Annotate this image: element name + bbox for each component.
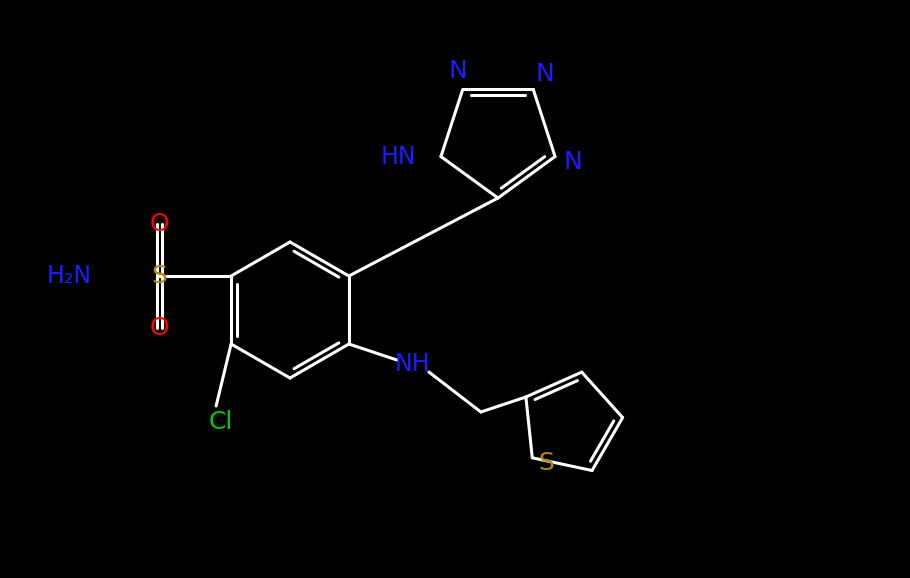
Text: S: S [151,264,167,288]
Text: N: N [536,62,554,87]
Text: N: N [449,60,467,83]
Text: O: O [149,212,169,236]
Text: HN: HN [380,144,416,169]
Text: H₂N: H₂N [47,264,92,288]
Text: O: O [149,316,169,340]
Text: N: N [563,150,582,173]
Text: S: S [539,451,554,475]
Text: Cl: Cl [209,410,233,434]
Text: NH: NH [395,352,430,376]
